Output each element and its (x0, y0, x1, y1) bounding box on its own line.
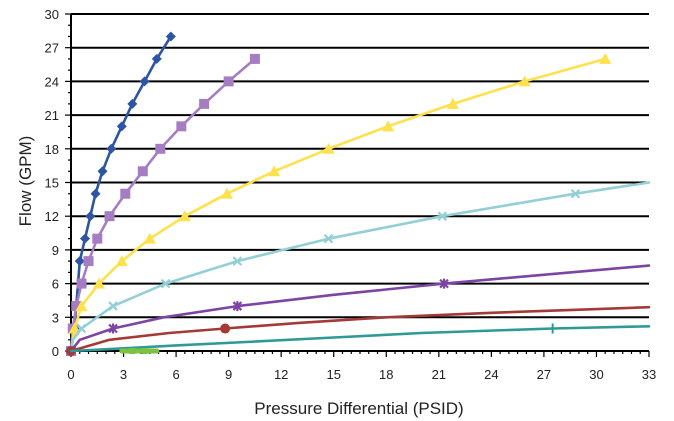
series-0-point-7 (106, 143, 117, 154)
series-1-point-10 (176, 121, 187, 132)
series-5-point-1 (220, 323, 231, 334)
series-6-point-0 (547, 323, 558, 334)
series-6-line (69, 324, 651, 353)
series-3-line (69, 181, 651, 353)
x-tick-label-2: 6 (172, 367, 179, 382)
series-2-line (69, 57, 607, 353)
y-axis-title: Flow (GPM) (16, 136, 35, 227)
series-1-point-7 (120, 188, 131, 199)
series-1-point-9 (155, 143, 166, 154)
x-tick-label-1: 3 (120, 367, 127, 382)
series-2-point-6 (220, 187, 233, 199)
series-7-point-0 (129, 348, 136, 354)
series-2 (68, 52, 612, 353)
y-tick-label-7: 21 (45, 108, 59, 123)
series-3-point-4 (323, 233, 334, 244)
series-2-point-9 (382, 120, 395, 132)
series-layer (66, 31, 651, 356)
x-tick-label-4: 12 (274, 367, 288, 382)
series-2-point-7 (268, 165, 281, 177)
series-2-point-1 (75, 300, 88, 312)
y-tick-label-9: 27 (45, 41, 59, 56)
x-tick-label-11: 33 (642, 367, 656, 382)
series-4-line (69, 264, 651, 353)
series-1-point-12 (223, 76, 234, 87)
series-0-point-11 (151, 53, 162, 64)
series-1-point-13 (249, 53, 260, 64)
y-tick-label-8: 24 (45, 74, 59, 89)
x-tick-label-9: 27 (537, 367, 551, 382)
series-6 (69, 323, 651, 353)
series-1-point-11 (199, 98, 210, 109)
series-3-point-3 (232, 256, 243, 266)
y-tick-label-1: 3 (52, 310, 59, 325)
series-2-point-2 (93, 277, 106, 289)
series-0-point-3 (80, 233, 91, 244)
y-tick-label-4: 12 (45, 209, 59, 224)
y-tick-label-0: 0 (52, 344, 59, 359)
series-5-line (69, 305, 651, 353)
x-tick-label-6: 18 (379, 367, 393, 382)
x-tick-label-0: 0 (67, 367, 74, 382)
axes: 0 3 6 9 12 15 18 21 24 27 30 0 3 6 9 12 15 18 21 24 27 30 33 (45, 7, 657, 382)
series-2-point-4 (143, 232, 156, 244)
series-3-point-2 (160, 278, 171, 289)
series-7-point-1 (141, 348, 148, 354)
series-7 (119, 348, 160, 354)
series-0-point-2 (74, 256, 85, 267)
series-2-point-12 (599, 52, 612, 64)
series-0-point-12 (165, 31, 176, 42)
series-4 (69, 264, 651, 353)
series-1 (66, 53, 260, 356)
x-tick-label-7: 21 (432, 367, 446, 382)
y-tick-label-10: 30 (45, 7, 59, 22)
y-tick-label-3: 9 (52, 243, 59, 258)
y-tick-label-6: 18 (45, 142, 59, 157)
series-1-point-8 (137, 166, 148, 177)
x-axis-title: Pressure Differential (PSID) (254, 399, 463, 418)
series-0-point-9 (127, 98, 138, 109)
y-tick-label-2: 6 (52, 277, 59, 292)
series-0-point-10 (139, 76, 150, 87)
series-4-point-2 (439, 278, 449, 289)
series-2-point-8 (322, 142, 335, 154)
series-0-point-8 (116, 121, 127, 132)
series-2-point-3 (115, 255, 128, 267)
series-3-point-0 (76, 323, 87, 334)
series-4-point-0 (108, 323, 118, 334)
series-2-point-5 (178, 210, 191, 222)
series-2-point-10 (446, 97, 459, 109)
x-tick-label-3: 9 (225, 367, 232, 382)
series-3-point-6 (570, 188, 581, 199)
series-0-point-6 (97, 166, 108, 177)
x-tick-label-5: 15 (326, 367, 340, 382)
series-4-point-1 (232, 301, 243, 312)
series-2-point-11 (518, 75, 531, 87)
series-0-point-4 (85, 211, 96, 222)
x-tick-label-10: 30 (589, 367, 603, 382)
series-0-point-5 (90, 188, 101, 199)
series-1-point-4 (83, 256, 94, 267)
x-tick-label-8: 24 (484, 367, 498, 382)
series-3 (69, 181, 651, 353)
series-1-point-3 (76, 278, 87, 289)
series-3-point-1 (108, 301, 118, 311)
series-1-point-6 (104, 211, 115, 222)
series-1-point-2 (71, 301, 82, 312)
y-tick-label-5: 15 (45, 176, 59, 191)
series-2-point-0 (68, 322, 81, 334)
series-3-point-5 (437, 211, 448, 221)
series-1-point-5 (92, 233, 103, 244)
